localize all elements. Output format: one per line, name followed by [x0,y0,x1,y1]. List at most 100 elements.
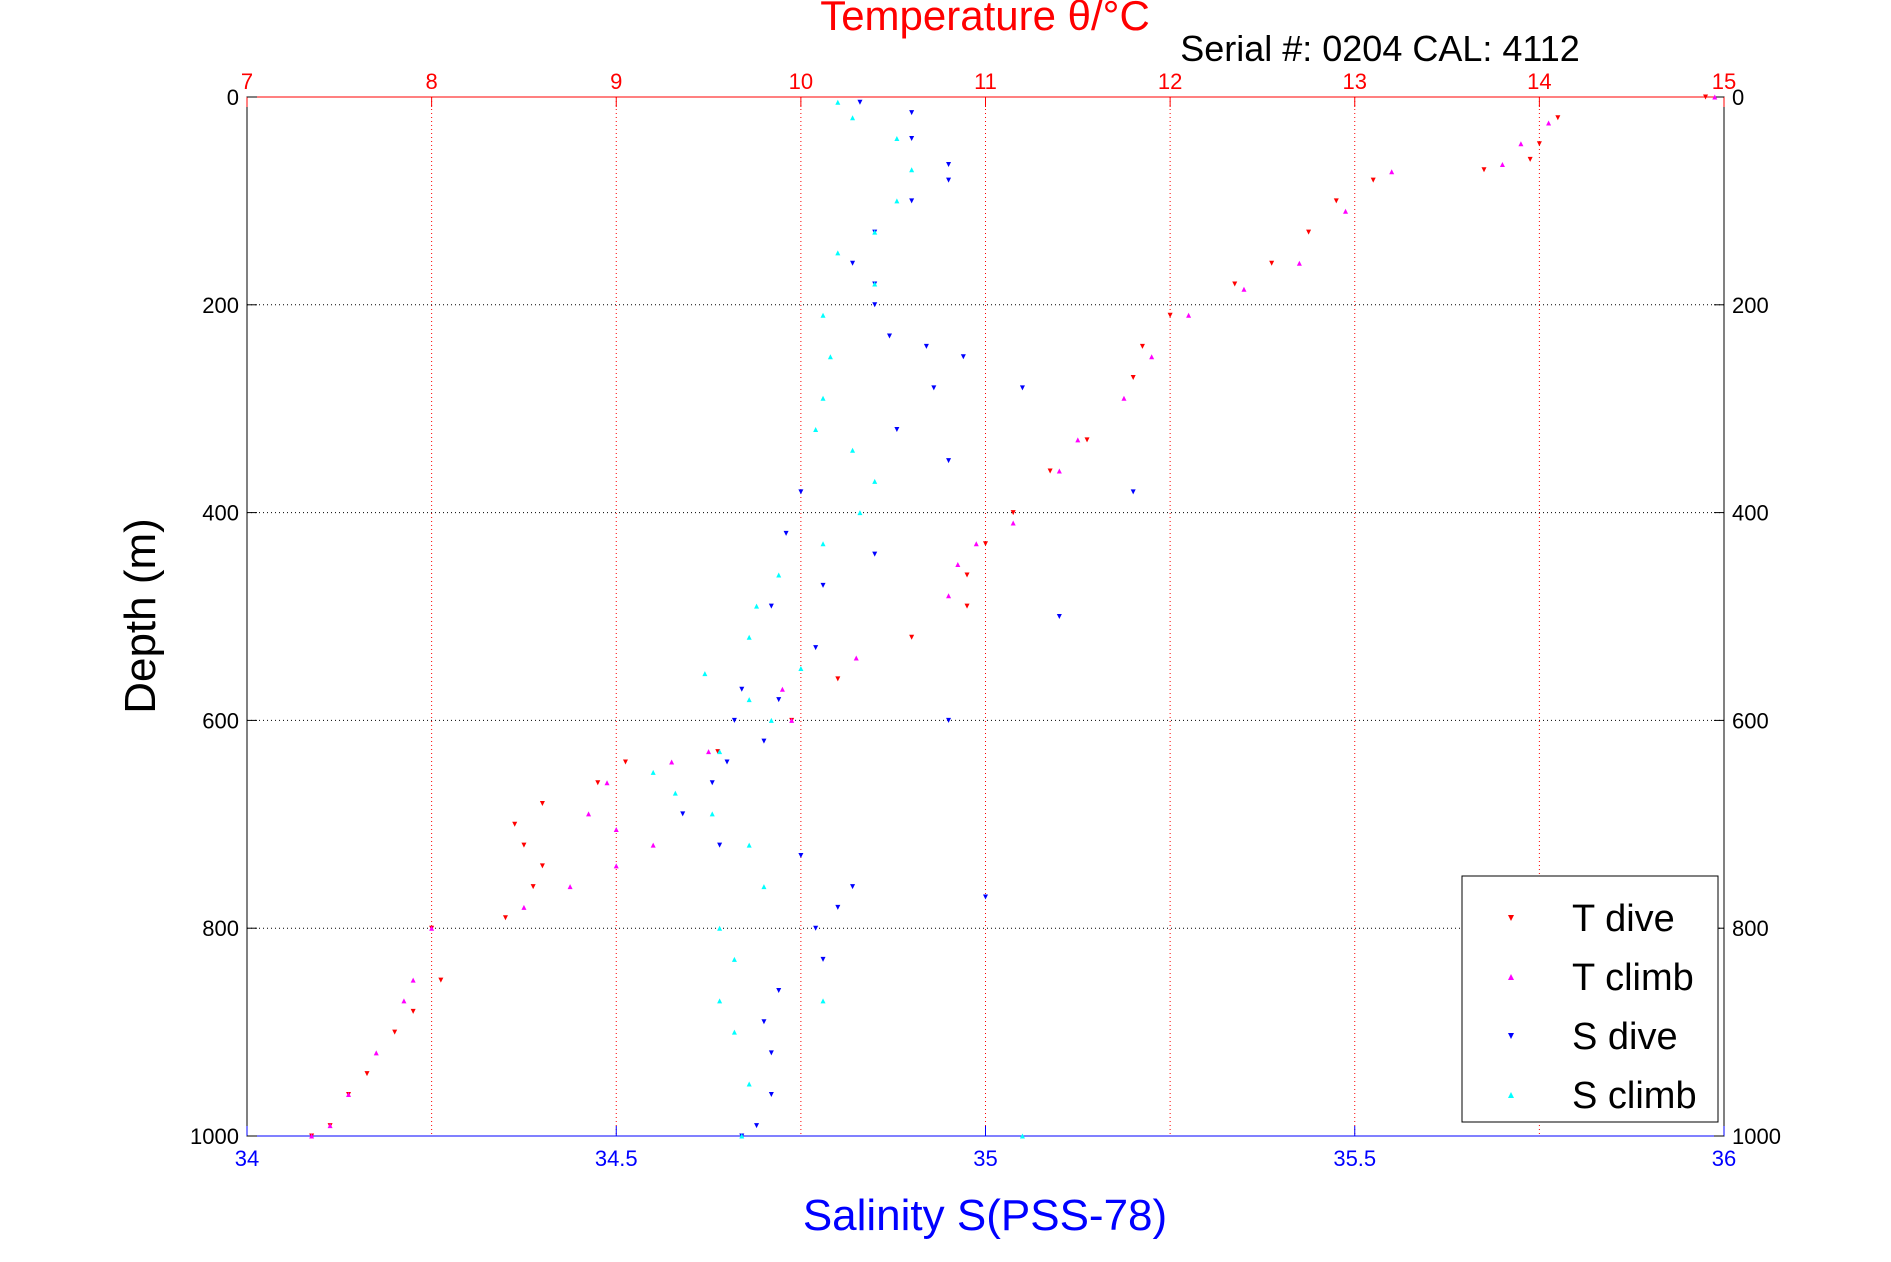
s-climb-point [717,998,723,1004]
t-climb-point [779,686,785,692]
depth-axis-title: Depth (m) [116,518,165,714]
s-dive-point [850,260,856,266]
legend-label-t-dive: T dive [1572,898,1675,940]
s-dive-point [813,925,819,931]
t-dive-point [1370,177,1376,183]
s-climb-point [857,510,863,516]
t-climb-point [1518,141,1524,147]
t-dive-point [530,884,536,890]
s-dive-point [731,717,737,723]
legend-box [1461,875,1719,1123]
s-dive-point [909,136,915,142]
legend-label-s-dive: S dive [1572,1016,1678,1058]
t-dive-point [1010,510,1016,516]
s-dive-point [724,759,730,765]
s-dive-point [946,162,952,168]
t-dive-point [539,863,545,869]
t-dive-point [410,1008,416,1014]
depth-tick-label-right: 0 [1732,85,1744,110]
t-dive-point [521,842,527,848]
t-dive-point [1306,229,1312,235]
t-dive-point [1139,343,1145,349]
s-climb-point [872,281,878,287]
s-climb-point [746,842,752,848]
s-dive-point [872,551,878,557]
s-climb-point [768,717,774,723]
temperature-tick-label: 9 [610,69,622,94]
depth-tick-label-right: 600 [1732,708,1769,733]
t-climb-point [669,759,675,765]
depth-tick-label-right: 400 [1732,501,1769,526]
t-dive-point [438,977,444,983]
s-climb-point [894,136,900,142]
s-dive-point [960,354,966,360]
depth-tick-label-left: 800 [202,916,239,941]
s-climb-point [754,603,760,609]
s-dive-point [931,385,937,391]
salinity-axis: 34 34.5 35 35.5 36 [235,1126,1736,1171]
t-climb-series [309,94,1718,1139]
s-dive-point [768,603,774,609]
s-dive-point [872,302,878,308]
t-climb-point [1296,260,1302,266]
t-climb-point [401,998,407,1004]
s-dive-point [820,582,826,588]
s-dive-point [798,489,804,495]
salinity-axis-title: Salinity S(PSS-78) [803,1191,1167,1240]
s-dive-series [680,99,1136,1139]
s-climb-point [820,395,826,401]
s-dive-point [717,842,723,848]
s-dive-point [946,717,952,723]
t-dive-point [1481,167,1487,173]
temperature-tick-label: 11 [974,69,997,94]
s-climb-point [798,665,804,671]
legend: T dive T climb S dive S climb [1461,875,1719,1123]
t-climb-point [973,541,979,547]
s-dive-point [946,458,952,464]
depth-axis: 0 0 200 200 400 400 600 600 800 800 1000 1000 [190,85,1781,1149]
t-dive-point [595,780,601,786]
t-climb-point [567,884,573,890]
salinity-tick-label: 34.5 [595,1146,638,1171]
s-dive-point [850,884,856,890]
s-dive-point [768,1091,774,1097]
s-climb-point [761,884,767,890]
s-dive-point [709,780,715,786]
depth-tick-label-left: 200 [202,293,239,318]
t-dive-point [1536,141,1542,147]
t-dive-point [392,1029,398,1035]
s-dive-point [783,530,789,536]
t-climb-point [1241,286,1247,292]
s-dive-point [798,852,804,858]
t-climb-point [706,749,712,755]
salinity-tick-label: 35 [973,1146,997,1171]
s-dive-point [923,343,929,349]
s-climb-point [739,1133,745,1139]
t-dive-point [622,759,628,765]
salinity-tick-label: 35.5 [1333,1146,1376,1171]
s-climb-point [872,478,878,484]
s-dive-point [820,956,826,962]
s-climb-point [717,749,723,755]
t-climb-point [1186,312,1192,318]
legend-label-t-climb: T climb [1572,957,1694,999]
t-climb-point [946,593,952,599]
t-dive-point [1333,198,1339,204]
s-climb-point [827,354,833,360]
s-climb-point [909,167,915,173]
t-climb-point [1075,437,1081,443]
s-climb-point [850,447,856,453]
t-climb-point [1056,468,1062,474]
depth-tick-label-right: 800 [1732,916,1769,941]
s-dive-point [768,1050,774,1056]
t-dive-point [1047,468,1053,474]
t-climb-point [1389,169,1395,175]
t-dive-point [502,915,508,921]
s-climb-point [776,572,782,578]
data-marks [309,94,1718,1139]
depth-tick-label-left: 0 [227,85,239,110]
t-dive-series [309,94,1709,1139]
s-climb-point [746,634,752,640]
t-dive-point [964,572,970,578]
t-dive-point [1527,156,1533,162]
